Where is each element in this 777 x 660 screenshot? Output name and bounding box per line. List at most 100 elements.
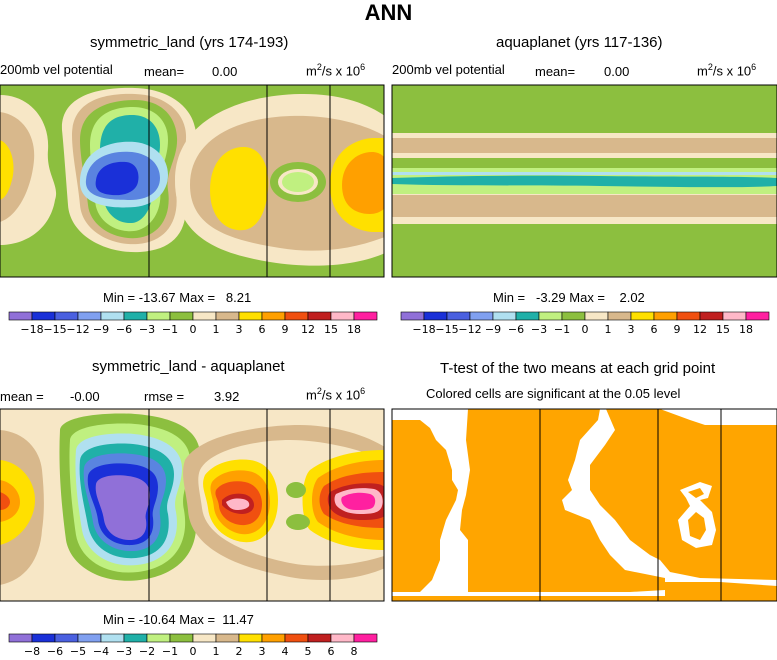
colorbar-swatch (169, 633, 194, 643)
colorbar-label: 8 (351, 645, 358, 658)
colorbar-label: 6 (651, 323, 658, 336)
colorbar-swatch (446, 311, 471, 321)
panel3-rmse-value: 3.92 (214, 389, 240, 404)
colorbar-swatch (353, 311, 378, 321)
colorbar-swatch (169, 311, 194, 321)
colorbar-swatch (8, 633, 33, 643)
colorbar-label: 18 (739, 323, 753, 336)
panel2-colorbar: −18 −15 −12 −9 −6 −3 −1 0 1 3 6 9 12 15 18 (400, 311, 770, 336)
colorbar-swatch (699, 311, 724, 321)
colorbar-swatch (745, 311, 770, 321)
colorbar-swatch (215, 633, 240, 643)
colorbar-label: 1 (605, 323, 612, 336)
colorbar-label: −5 (70, 645, 86, 658)
colorbar-label: −15 (435, 323, 458, 336)
colorbar-label: 0 (190, 645, 197, 658)
colorbar-swatch (492, 311, 517, 321)
colorbar-swatch (123, 633, 148, 643)
colorbar-label: −8 (24, 645, 40, 658)
colorbar-swatch (77, 633, 102, 643)
colorbar-swatch (538, 311, 563, 321)
panel1-mean-label: mean= (144, 64, 185, 79)
colorbar-label: 6 (328, 645, 335, 658)
panel1-map (0, 85, 384, 277)
colorbar-swatch (353, 633, 378, 643)
figure-title: ANN (364, 0, 413, 25)
colorbar-label: −4 (93, 645, 109, 658)
panel2-min-max: Min = -3.29 Max = 2.02 (493, 290, 645, 305)
colorbar-swatch (192, 633, 217, 643)
panel2-map (392, 85, 777, 277)
colorbar-swatch (561, 311, 586, 321)
colorbar-swatch (722, 311, 747, 321)
colorbar-swatch (31, 633, 56, 643)
colorbar-label: 9 (282, 323, 289, 336)
colorbar-swatch (146, 311, 171, 321)
panel4-title: T-test of the two means at each grid poi… (440, 360, 716, 377)
colorbar-label: −9 (93, 323, 109, 336)
colorbar-label: 6 (259, 323, 266, 336)
colorbar-label: 1 (213, 645, 220, 658)
colorbar-label: 15 (716, 323, 730, 336)
panel3-rmse-label: rmse = (144, 389, 185, 404)
panel1-title: symmetric_land (yrs 174-193) (90, 34, 289, 51)
colorbar-swatch (77, 311, 102, 321)
panel2-mean-value: 0.00 (604, 64, 630, 79)
colorbar-label: 5 (305, 645, 312, 658)
colorbar-swatch (284, 633, 309, 643)
colorbar-label: 0 (582, 323, 589, 336)
colorbar-label: 2 (236, 645, 243, 658)
colorbar-label: 15 (324, 323, 338, 336)
colorbar-label: −15 (43, 323, 66, 336)
colorbar-swatch (607, 311, 632, 321)
panel2-mean-label: mean= (535, 64, 576, 79)
panel2-field-label: 200mb vel potential (392, 62, 505, 77)
panel1-units: m2/s x 106 (306, 62, 366, 79)
colorbar-swatch (54, 311, 79, 321)
panel1-colorbar: −18 −15 −12 −9 −6 −3 −1 0 1 3 6 9 12 15 18 (8, 311, 378, 336)
colorbar-swatch (123, 311, 148, 321)
colorbar-label: 0 (190, 323, 197, 336)
colorbar-swatch (215, 311, 240, 321)
colorbar-label: −6 (116, 323, 132, 336)
colorbar-swatch (423, 311, 448, 321)
colorbar-swatch (192, 311, 217, 321)
panel4-map (392, 409, 777, 601)
colorbar-swatch (630, 311, 655, 321)
colorbar-label: −1 (162, 645, 178, 658)
colorbar-swatch (146, 633, 171, 643)
colorbar-swatch (261, 633, 286, 643)
panel3-colorbar: −8 −6 −5 −4 −3 −2 −1 0 1 2 3 4 5 6 8 (8, 633, 378, 658)
colorbar-label: −6 (47, 645, 63, 658)
colorbar-label: 3 (628, 323, 635, 336)
colorbar-swatch (284, 311, 309, 321)
panel1-field-label: 200mb vel potential (0, 62, 113, 77)
colorbar-label: −12 (458, 323, 481, 336)
panel2-units: m2/s x 106 (697, 62, 757, 79)
colorbar-label: 9 (674, 323, 681, 336)
colorbar-label: −18 (20, 323, 43, 336)
colorbar-swatch (238, 633, 263, 643)
colorbar-label: 12 (301, 323, 315, 336)
colorbar-swatch (676, 311, 701, 321)
panel4-subtitle: Colored cells are significant at the 0.0… (426, 386, 681, 401)
colorbar-label: −6 (508, 323, 524, 336)
colorbar-swatch (8, 311, 33, 321)
colorbar-label: −3 (531, 323, 547, 336)
colorbar-label: −2 (139, 645, 155, 658)
colorbar-label: −1 (162, 323, 178, 336)
colorbar-label: −18 (412, 323, 435, 336)
colorbar-label: −9 (485, 323, 501, 336)
colorbar-label: −3 (139, 323, 155, 336)
colorbar-swatch (31, 311, 56, 321)
colorbar-swatch (54, 633, 79, 643)
colorbar-label: 1 (213, 323, 220, 336)
colorbar-label: 12 (693, 323, 707, 336)
colorbar-label: 3 (259, 645, 266, 658)
colorbar-swatch (515, 311, 540, 321)
colorbar-swatch (469, 311, 494, 321)
panel3-title: symmetric_land - aquaplanet (92, 358, 285, 375)
colorbar-swatch (330, 311, 355, 321)
panel3-mean-label: mean = (0, 389, 44, 404)
